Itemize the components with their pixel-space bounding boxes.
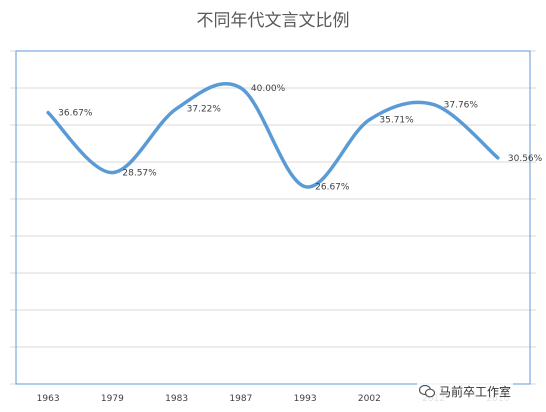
data-label: 35.71% — [379, 116, 414, 126]
x-tick-label: 1987 — [229, 394, 252, 404]
plot-area-border — [15, 50, 531, 385]
x-tick-label: 1963 — [37, 394, 60, 404]
chart-title: 不同年代文言文比例 — [196, 11, 350, 31]
watermark-text: 马前卒工作室 — [439, 384, 512, 399]
x-tick-label: 1979 — [101, 394, 124, 404]
x-tick-label: 2002 — [358, 394, 381, 404]
x-tick-label: 1983 — [165, 394, 188, 404]
data-label: 40.00% — [251, 84, 286, 94]
data-label: 28.57% — [122, 169, 157, 179]
watermark: 马前卒工作室 — [417, 381, 514, 401]
x-tick-label: 1993 — [294, 394, 317, 404]
series-line — [46, 81, 500, 189]
data-label: 26.67% — [315, 183, 350, 193]
wechat-icon — [419, 384, 435, 398]
data-label: 30.56% — [508, 154, 543, 164]
data-label: 36.67% — [58, 109, 93, 119]
data-label: 37.22% — [187, 105, 222, 115]
data-label: 37.76% — [444, 101, 479, 111]
